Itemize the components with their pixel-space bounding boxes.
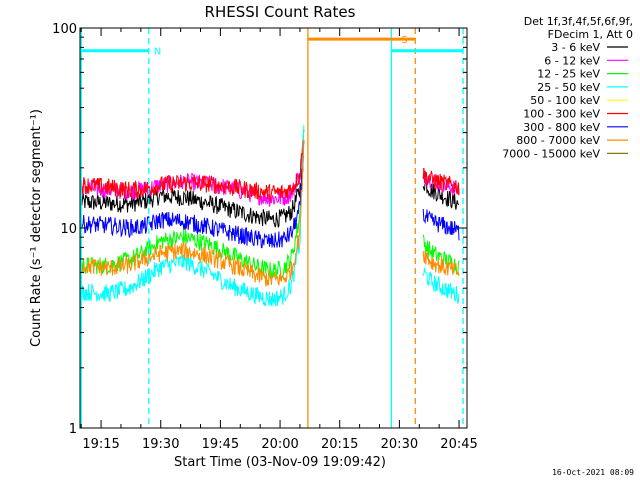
y-axis-label: Count Rate (s⁻¹ detector segment⁻¹) <box>29 109 44 347</box>
series-line-0-0 <box>80 142 305 228</box>
legend-label-4: 50 - 100 keV <box>530 94 600 107</box>
x-tick-label-5: 20:30 <box>381 437 418 452</box>
series-line-7-1 <box>422 250 460 277</box>
x-axis-label: Start Time (03-Nov-09 19:09:42) <box>174 455 386 470</box>
x-tick-label-6: 20:45 <box>440 437 477 452</box>
series-line-3-0 <box>80 124 305 308</box>
legend: Det 1f,3f,4f,5f,6f,9f,FDecim 1, Att 03 -… <box>502 15 633 160</box>
series-line-6-1 <box>422 208 460 241</box>
series-line-2-0 <box>80 129 305 279</box>
legend-label-1: 6 - 12 keV <box>544 54 600 67</box>
legend-label-6: 300 - 800 keV <box>523 121 600 134</box>
legend-header-0: Det 1f,3f,4f,5f,6f,9f, <box>524 15 633 28</box>
x-tick-label-3: 20:00 <box>261 437 298 452</box>
flag-label-1: S <box>401 35 407 46</box>
x-axis: 19:15 19:30 19:45 20:00 20:15 20:30 20:45 <box>80 28 478 452</box>
series-line-6-0 <box>80 155 305 249</box>
series-line-3-1 <box>422 267 460 304</box>
x-tick-label-2: 19:45 <box>202 437 239 452</box>
plot-clip-group: NS <box>80 28 464 428</box>
legend-label-8: 7000 - 15000 keV <box>502 147 600 160</box>
series-line-5-0 <box>80 140 305 202</box>
x-tick-label-0: 19:15 <box>82 437 119 452</box>
x-tick-label-4: 20:15 <box>321 437 358 452</box>
y-tick-label-1: 10 <box>60 222 77 237</box>
series-layer <box>80 124 460 308</box>
x-tick-label-1: 19:30 <box>142 437 179 452</box>
flag-label-0: N <box>154 47 161 58</box>
series-line-1-0 <box>80 129 305 207</box>
chart-title: RHESSI Count Rates <box>205 3 356 21</box>
legend-label-7: 800 - 7000 keV <box>516 134 600 147</box>
series-line-5-1 <box>422 168 460 196</box>
legend-label-3: 25 - 50 keV <box>537 81 600 94</box>
series-line-7-0 <box>80 139 305 287</box>
legend-label-0: 3 - 6 keV <box>551 41 600 54</box>
legend-header-1: FDecim 1, Att 0 <box>548 28 633 41</box>
y-axis: 1 10 100 <box>52 22 467 437</box>
legend-label-2: 12 - 25 keV <box>537 68 600 81</box>
y-tick-label-0: 1 <box>69 422 77 437</box>
footer-date: 16-Oct-2021 08:09 <box>552 468 634 477</box>
legend-label-5: 100 - 300 keV <box>523 108 600 121</box>
y-tick-label-2: 100 <box>52 22 77 37</box>
